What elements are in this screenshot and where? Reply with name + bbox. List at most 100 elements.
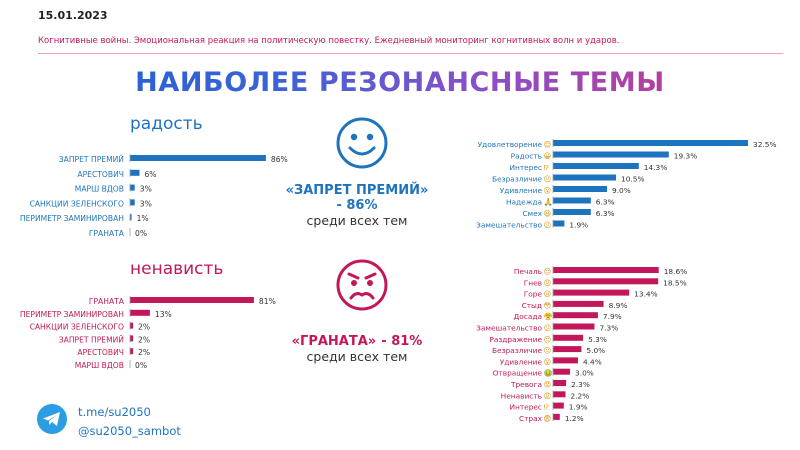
emotion-emoji-icon: ⁉	[544, 403, 549, 412]
value-label: 18.6%	[664, 267, 687, 276]
bar-row-безразличие: Безразличие 😐 5.0%	[492, 345, 605, 355]
emotion-emoji-icon: 😨	[544, 414, 552, 423]
telegram-icon[interactable]	[36, 403, 68, 435]
bar-row-надежда: Надежда 🙏 6.3%	[506, 196, 615, 207]
category-label: ПЕРИМЕТР ЗАМИНИРОВАН	[20, 310, 124, 319]
bar-row-запрет-премий: ЗАПРЕТ ПРЕМИЙ 2%	[59, 334, 150, 344]
value-label: 3%	[140, 185, 152, 194]
value-label: 3.0%	[575, 369, 594, 378]
category-label: Ненависть	[501, 391, 542, 400]
category-label: Досада	[513, 312, 542, 321]
emotion-emoji-icon: 🙏	[544, 198, 553, 207]
emotion-emoji-icon: 😆	[544, 209, 552, 218]
emotion-emoji-icon: 😮	[544, 186, 552, 195]
value-label: 2%	[138, 335, 150, 344]
bar-row-запрет-премий: ЗАПРЕТ ПРЕМИЙ 86%	[59, 154, 288, 164]
bar	[553, 186, 607, 192]
emotion-emoji-icon: 😤	[544, 312, 554, 321]
emotion-emoji-icon: 😕	[544, 221, 552, 230]
bar-row-ненависть: Ненависть 😡 2.2%	[501, 390, 589, 400]
emotion-emoji-icon: 😮	[544, 357, 552, 366]
bar	[130, 155, 266, 161]
category-label: Печаль	[514, 267, 542, 276]
joy-highlight: «ЗАПРЕТ ПРЕМИЙ» - 86% среди всех тем	[282, 183, 432, 228]
bar	[553, 346, 582, 353]
positive-emotions-chart: Удовлетворение 😊 32.5% Радость 😀 19.3% Интерес…	[476, 139, 776, 230]
bar-row-стыд: Стыд 😳 8.9%	[522, 299, 628, 310]
bar-row-гнев: Гнев 😠 18.5%	[524, 277, 687, 287]
emotion-emoji-icon: 😡	[544, 391, 552, 400]
bar-row-замешательство: Замешательство 😕 1.9%	[476, 219, 588, 230]
category-label: ЗАПРЕТ ПРЕМИЙ	[59, 155, 124, 164]
category-label: Радость	[511, 152, 542, 161]
bar-row-арестович: АРЕСТОВИЧ 6%	[77, 168, 157, 179]
bar-row-удивление: Удивление 😮 4.4%	[500, 356, 602, 366]
telegram-bot[interactable]: @su2050_sambot	[78, 424, 181, 438]
bar-row-удовлетворение: Удовлетворение 😊 32.5%	[478, 139, 776, 149]
category-label: Раздражение	[489, 335, 542, 344]
category-label: Страх	[519, 414, 543, 423]
bar	[130, 184, 135, 191]
bar	[130, 199, 135, 206]
hate-highlight: «ГРАНАТА» - 81% среди всех тем	[282, 330, 432, 364]
value-label: 6.3%	[596, 198, 615, 207]
value-label: 1.2%	[565, 414, 584, 423]
category-label: Гнев	[524, 278, 542, 287]
category-label: Удовлетворение	[478, 140, 543, 149]
bar	[130, 214, 132, 221]
category-label: ГРАНАТА	[89, 297, 125, 306]
category-label: Отвращение	[493, 369, 543, 378]
emotion-emoji-icon: 😢	[544, 290, 552, 299]
category-label: САНКЦИИ ЗЕЛЕНСКОГО	[30, 199, 124, 208]
hate-top-topic: «ГРАНАТА»	[291, 334, 377, 349]
emotion-emoji-icon: 😟	[544, 380, 552, 389]
bar	[553, 334, 584, 341]
bar-row-страх: Страх 😨 1.2%	[519, 412, 584, 423]
hate-topics-chart: ГРАНАТА 81% ПЕРИМЕТР ЗАМИНИРОВАН 13% САНКЦИИ…	[20, 296, 276, 370]
bar-row-периметр-заминирован: ПЕРИМЕТР ЗАМИНИРОВАН 13%	[20, 308, 172, 319]
category-label: ПЕРИМЕТР ЗАМИНИРОВАН	[20, 214, 124, 223]
bar	[130, 335, 134, 342]
telegram-link[interactable]: t.me/su2050	[78, 405, 151, 419]
bar	[553, 163, 639, 169]
bar	[553, 368, 571, 375]
emotion-emoji-icon: 😔	[544, 267, 552, 276]
page-title: НАИБОЛЕЕ РЕЗОНАНСНЫЕ ТЕМЫ	[0, 67, 800, 98]
bar-row-досада: Досада 😤 7.9%	[513, 311, 622, 321]
bar	[553, 413, 560, 420]
bar-row-граната: ГРАНАТА 81%	[89, 296, 276, 306]
value-label: 32.5%	[753, 140, 776, 149]
bar	[553, 140, 748, 146]
value-label: 81%	[259, 297, 276, 306]
emotion-emoji-icon: 🤢	[544, 369, 553, 378]
category-label: АРЕСТОВИЧ	[77, 348, 124, 357]
category-label: ЗАПРЕТ ПРЕМИЙ	[59, 335, 124, 344]
value-label: 1%	[137, 214, 149, 223]
bar-row-марш-вдов: МАРШ ВДОВ 3%	[75, 183, 152, 194]
bar	[130, 297, 254, 303]
bar	[553, 357, 578, 364]
category-label: МАРШ ВДОВ	[75, 185, 124, 194]
value-label: 6%	[144, 170, 156, 179]
bar	[553, 209, 591, 215]
bar	[553, 380, 567, 386]
category-label: АРЕСТОВИЧ	[77, 170, 124, 179]
bar	[553, 312, 598, 319]
value-label: 19.3%	[674, 152, 697, 161]
category-label: Стыд	[522, 301, 542, 310]
value-label: 86%	[271, 155, 288, 164]
value-label: 1.9%	[569, 221, 588, 230]
value-label: 0%	[135, 361, 147, 370]
negative-emotions-chart: Печаль 😔 18.6% Гнев 😠 18.5% Горе 😢 13.4% Стыд 😳 8.9…	[476, 266, 687, 423]
joy-top-pct: - 86%	[336, 198, 378, 213]
joy-top-sub: среди всех тем	[306, 213, 408, 228]
value-label: 3%	[140, 199, 152, 208]
bar-row-отвращение: Отвращение 🤢 3.0%	[493, 367, 594, 378]
category-label: Горе	[524, 290, 543, 299]
bar	[553, 402, 564, 409]
value-label: 8.9%	[609, 301, 628, 310]
category-label: Замешательство	[476, 324, 542, 333]
value-label: 5.0%	[586, 346, 605, 355]
bar-row-граната: ГРАНАТА 0%	[89, 228, 147, 238]
category-label: Удивление	[500, 357, 543, 366]
